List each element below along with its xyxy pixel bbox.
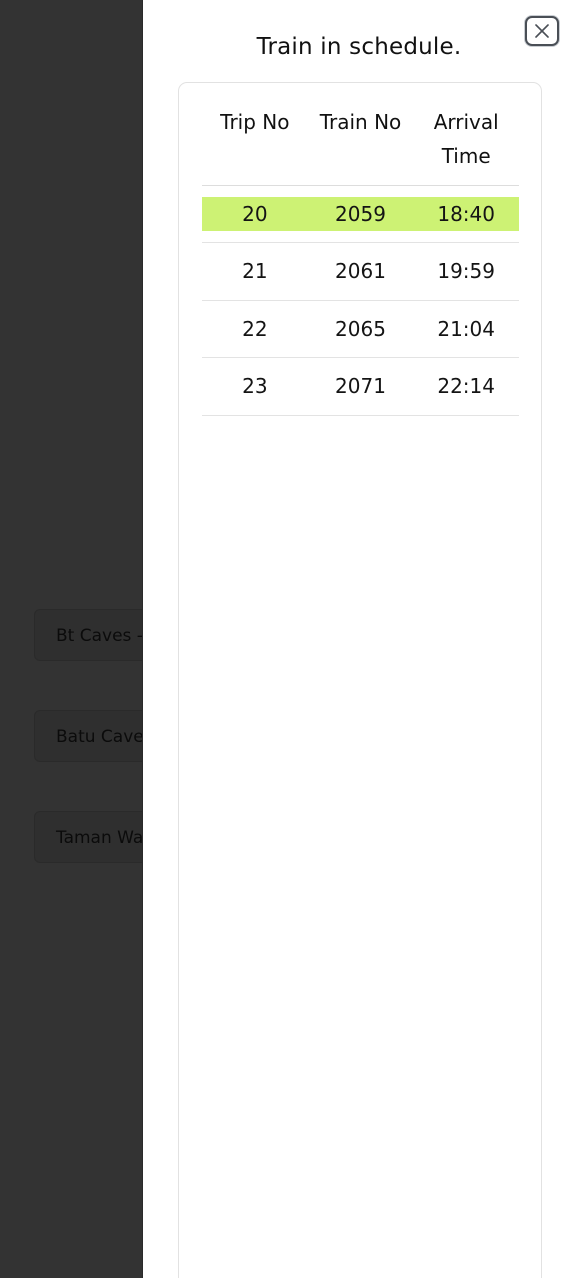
cell-train-no: 2071 <box>335 374 386 399</box>
header-arrival-line2: Time <box>441 144 491 168</box>
table-row[interactable]: 20 2059 18:40 <box>202 186 519 243</box>
header-trip-no: Trip No <box>220 110 290 134</box>
close-icon <box>535 24 549 38</box>
cell-arrival-time: 19:59 <box>437 259 495 284</box>
schedule-drawer: Train in schedule. Trip No Train No Arri… <box>142 0 568 1278</box>
cell-trip-no: 20 <box>242 202 268 226</box>
cell-train-no: 2065 <box>335 316 386 341</box>
cell-trip-no: 21 <box>242 259 268 284</box>
cell-arrival-time: 21:04 <box>437 316 495 341</box>
cell-arrival-time: 22:14 <box>437 374 495 399</box>
schedule-panel: Trip No Train No Arrival Time 20 2059 18… <box>178 82 542 1278</box>
drawer-title: Train in schedule. <box>256 34 462 60</box>
header-arrival-line1: Arrival <box>433 110 499 134</box>
table-header: Trip No Train No Arrival Time <box>202 83 519 186</box>
table-row[interactable]: 23 2071 22:14 <box>202 358 519 416</box>
close-button[interactable] <box>525 16 559 46</box>
cell-trip-no: 23 <box>242 374 268 399</box>
table-row[interactable]: 21 2061 19:59 <box>202 243 519 301</box>
row-highlight <box>202 197 519 231</box>
schedule-table: Trip No Train No Arrival Time 20 2059 18… <box>202 83 519 416</box>
cell-arrival-time: 18:40 <box>437 202 495 226</box>
cell-train-no: 2061 <box>335 259 386 284</box>
table-row[interactable]: 22 2065 21:04 <box>202 301 519 358</box>
header-arrival-time: Arrival Time <box>413 83 519 185</box>
cell-trip-no: 22 <box>242 316 268 341</box>
cell-train-no: 2059 <box>335 202 386 226</box>
header-train-no: Train No <box>319 110 402 134</box>
